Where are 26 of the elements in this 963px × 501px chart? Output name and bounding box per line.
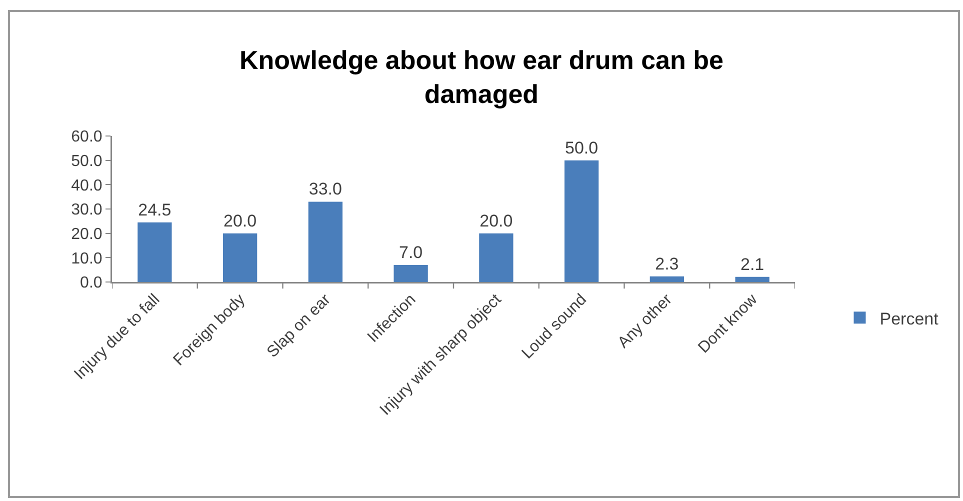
bar bbox=[650, 276, 684, 282]
y-tick-label: 60.0 bbox=[71, 128, 102, 146]
legend-label: Percent bbox=[880, 309, 939, 328]
data-label: 7.0 bbox=[398, 242, 423, 262]
bar bbox=[222, 233, 258, 282]
bar bbox=[308, 202, 343, 282]
chart-title: Knowledge about how ear drum can be damaged bbox=[240, 45, 724, 109]
bar bbox=[735, 276, 770, 282]
bar bbox=[479, 233, 514, 282]
data-label: 20.0 bbox=[480, 211, 513, 230]
data-label: 2.1 bbox=[740, 254, 764, 274]
bar bbox=[394, 264, 428, 282]
y-tick-label: 40.0 bbox=[71, 177, 102, 194]
data-label: 2.3 bbox=[655, 254, 679, 274]
data-label: 33.0 bbox=[308, 180, 342, 199]
y-tick-label: 50.0 bbox=[71, 152, 102, 170]
data-label: 20.0 bbox=[224, 211, 257, 230]
data-label: 50.0 bbox=[565, 138, 598, 158]
bar bbox=[138, 222, 172, 282]
y-tick-label: 0.0 bbox=[80, 274, 102, 292]
y-tick-label: 20.0 bbox=[71, 226, 102, 243]
data-label: 24.5 bbox=[138, 200, 172, 220]
x-tick-label: Slap on ear bbox=[264, 290, 334, 362]
y-tick-label: 30.0 bbox=[71, 202, 102, 219]
y-tick-label: 10.0 bbox=[71, 250, 102, 268]
bar bbox=[564, 160, 599, 282]
